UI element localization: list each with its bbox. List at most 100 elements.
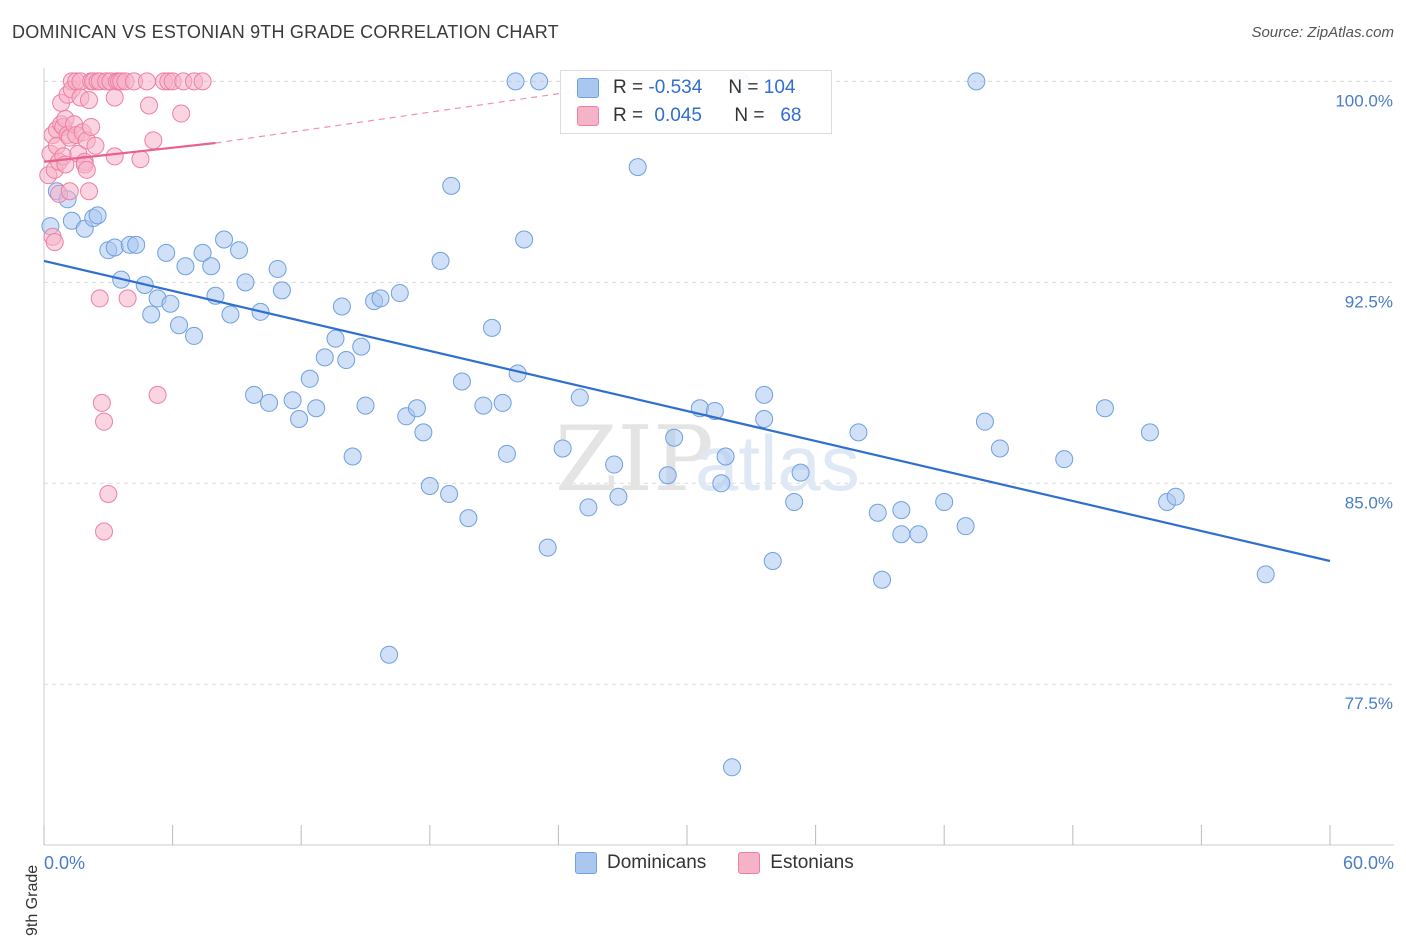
dominicans-point	[538, 538, 557, 557]
estonians-point	[137, 72, 156, 91]
dominicans-point	[849, 423, 868, 442]
dominicans-point	[579, 498, 598, 517]
dominicans-point	[315, 348, 334, 367]
legend-row-dominicans: R = -0.534 N = 104	[577, 75, 795, 101]
y-tick-label: 85.0%	[1345, 493, 1393, 512]
dominicans-point	[755, 409, 774, 428]
dominicans-point	[716, 447, 735, 466]
estonians-point	[92, 393, 111, 412]
dominicans-point	[493, 393, 512, 412]
dominicans-point	[665, 428, 684, 447]
dominicans-point	[482, 318, 501, 337]
dominicans-point	[873, 570, 892, 589]
dominicans-point	[245, 385, 264, 404]
dominicans-point	[290, 409, 309, 428]
estonians-point	[105, 88, 124, 107]
dominicans-point	[763, 551, 782, 570]
estonians-points	[39, 72, 212, 541]
estonians-point	[45, 233, 64, 252]
estonians-point	[95, 412, 114, 431]
dominicans-point	[658, 466, 677, 485]
dominicans-point	[215, 230, 234, 249]
estonians-point	[140, 96, 159, 115]
dominicans-point	[390, 284, 409, 303]
bottom-legend-label-estonians: Estonians	[770, 852, 854, 873]
legend-n-value-estonians: 68	[780, 105, 802, 126]
y-tick-label: 77.5%	[1345, 694, 1393, 713]
grid-lines	[44, 80, 1394, 685]
estonians-point	[77, 160, 96, 179]
legend-n-label: N =	[734, 105, 765, 126]
dominicans-point	[202, 257, 221, 276]
dominicans-point	[185, 326, 204, 345]
dominicans-point	[332, 297, 351, 316]
bottom-legend-estonians: Estonians	[738, 852, 854, 874]
estonians-point	[118, 289, 137, 308]
dominicans-point	[170, 316, 189, 335]
dominicans-point	[723, 758, 742, 777]
dominicans-point	[1256, 565, 1275, 584]
dominicans-point	[785, 493, 804, 512]
dominicans-point	[452, 372, 471, 391]
dominicans-point	[570, 388, 589, 407]
estonians-point	[105, 147, 124, 166]
legend-swatch-estonians	[577, 106, 599, 126]
dominicans-point	[530, 72, 549, 91]
dominicans-point	[337, 351, 356, 370]
estonians-point	[60, 182, 79, 201]
dominicans-point	[371, 289, 390, 308]
dominicans-point	[1095, 399, 1114, 418]
estonians-trend-line	[43, 141, 216, 163]
dominicans-point	[705, 401, 724, 420]
estonians-point	[80, 91, 99, 110]
estonians-point	[144, 131, 163, 150]
estonians-point	[95, 522, 114, 541]
bottom-legend-dominicans: Dominicans	[575, 852, 706, 874]
dominicans-point	[176, 257, 195, 276]
dominicans-point	[515, 230, 534, 249]
bottom-legend-swatch-dominicans	[575, 852, 597, 874]
dominicans-point	[956, 517, 975, 536]
dominicans-point	[300, 369, 319, 388]
dominicans-point	[431, 251, 450, 270]
dominicans-point	[609, 487, 628, 506]
dominicans-point	[892, 525, 911, 544]
dominicans-point	[990, 439, 1009, 458]
dominicans-point	[712, 474, 731, 493]
bottom-legend-label-dominicans: Dominicans	[607, 852, 707, 873]
estonians-point	[86, 136, 105, 155]
y-tick-label: 100.0%	[1335, 91, 1393, 110]
dominicans-point	[161, 294, 180, 313]
bottom-legend-swatch-estonians	[738, 852, 761, 874]
dominicans-point	[193, 243, 212, 262]
watermark-zip: ZIP	[555, 407, 714, 512]
y-tick-labels: 100.0% 92.5% 85.0% 77.5%	[1335, 91, 1393, 713]
dominicans-point	[260, 393, 279, 412]
dominicans-point	[157, 243, 176, 262]
dominicans-point	[791, 463, 810, 482]
dominicans-point	[221, 305, 240, 324]
dominicans-trend-line	[43, 259, 1331, 563]
dominicans-point	[236, 273, 255, 292]
legend-r-value-estonians: 0.045	[654, 105, 702, 126]
dominicans-point	[356, 396, 375, 415]
legend-n-value-dominicans: 104	[763, 77, 796, 98]
estonians-point	[82, 117, 101, 136]
trend-lines	[43, 80, 1331, 563]
x-axis-max-label: 60.0%	[1342, 853, 1394, 873]
estonians-point	[90, 289, 109, 308]
dominicans-point	[474, 396, 493, 415]
dominicans-point	[935, 493, 954, 512]
legend-r-label: R =	[613, 77, 644, 98]
dominicans-point	[967, 72, 986, 91]
y-tick-label: 92.5%	[1345, 292, 1393, 311]
bottom-legend: Dominicans Estonians	[575, 852, 886, 874]
dominicans-point	[909, 525, 928, 544]
legend-r-value-dominicans: -0.534	[648, 77, 703, 98]
dominicans-point	[975, 412, 994, 431]
dominicans-point	[307, 399, 326, 418]
estonians-point	[80, 182, 99, 201]
estonians-point	[148, 385, 167, 404]
dominicans-point	[414, 423, 433, 442]
dominicans-point	[105, 238, 124, 257]
